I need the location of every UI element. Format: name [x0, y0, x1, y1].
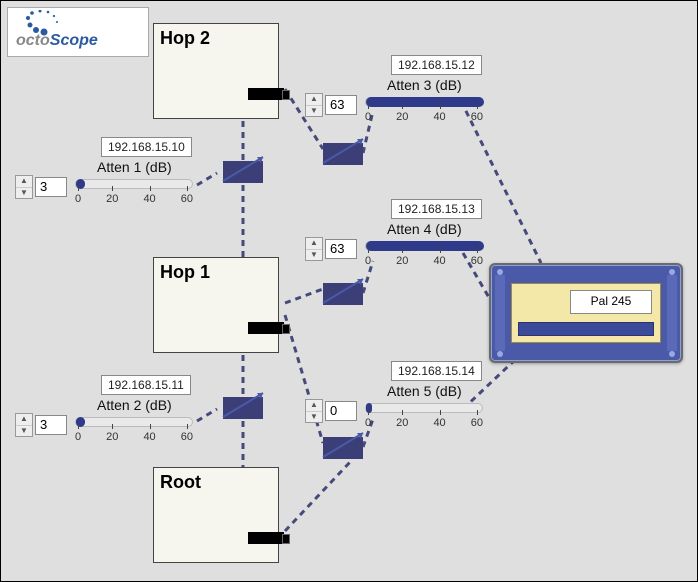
a1-value[interactable]: 3	[35, 177, 67, 197]
a2-ip: 192.168.15.11	[101, 375, 191, 395]
a3-label: Atten 3 (dB)	[387, 77, 462, 93]
node-root: Root	[153, 467, 279, 563]
a4-stepper[interactable]: ▲▼	[305, 237, 323, 261]
screw-icon	[497, 269, 503, 275]
a5-stepper[interactable]: ▲▼	[305, 399, 323, 423]
device-bracket-left-icon	[495, 275, 505, 351]
node-hop1: Hop 1	[153, 257, 279, 353]
screw-icon	[669, 351, 675, 357]
atten-5: 192.168.15.14 Atten 5 (dB) ▲▼0 0204060	[305, 361, 487, 431]
a5-label: Atten 5 (dB)	[387, 383, 462, 399]
a4-ip: 192.168.15.13	[391, 199, 482, 219]
a4-value[interactable]: 63	[325, 239, 357, 259]
logo-dots-icon	[14, 10, 74, 38]
node-hop2-port-icon	[248, 88, 284, 100]
node-hop2: Hop 2	[153, 23, 279, 119]
a5-value[interactable]: 0	[325, 401, 357, 421]
a4-slider[interactable]	[365, 241, 483, 251]
a3-ip: 192.168.15.12	[391, 55, 482, 75]
stepper-up-icon[interactable]: ▲	[306, 238, 322, 250]
a4-label: Atten 4 (dB)	[387, 221, 462, 237]
stepper-down-icon[interactable]: ▼	[306, 106, 322, 117]
a3-value[interactable]: 63	[325, 95, 357, 115]
screw-icon	[669, 269, 675, 275]
device-pal: Pal 245	[489, 263, 683, 363]
a1-stepper[interactable]: ▲▼	[15, 175, 33, 199]
atten-4: 192.168.15.13 Atten 4 (dB) ▲▼63 0204060	[305, 199, 487, 269]
a5-slider[interactable]	[365, 403, 483, 413]
device-bracket-right-icon	[667, 275, 677, 351]
a4-ticks: 0204060	[365, 255, 483, 267]
device-port-strip-icon	[518, 322, 654, 336]
a1-label: Atten 1 (dB)	[97, 159, 172, 175]
stepper-up-icon[interactable]: ▲	[306, 94, 322, 106]
stepper-up-icon[interactable]: ▲	[306, 400, 322, 412]
a5-ip: 192.168.15.14	[391, 361, 482, 381]
a2-stepper[interactable]: ▲▼	[15, 413, 33, 437]
a1-ip: 192.168.15.10	[101, 137, 192, 157]
node-hop1-title: Hop 1	[160, 262, 210, 283]
screw-icon	[497, 351, 503, 357]
atten-block-3-icon	[323, 143, 363, 165]
stepper-down-icon[interactable]: ▼	[306, 412, 322, 423]
atten-3: 192.168.15.12 Atten 3 (dB) ▲▼63 0204060	[305, 55, 487, 125]
stepper-up-icon[interactable]: ▲	[16, 414, 32, 426]
a2-ticks: 0204060	[75, 431, 193, 443]
a5-ticks: 0204060	[365, 417, 483, 429]
a1-ticks: 0204060	[75, 193, 193, 205]
a2-slider[interactable]	[75, 417, 193, 427]
a1-slider[interactable]	[75, 179, 193, 189]
atten-block-5-icon	[323, 437, 363, 459]
node-hop1-port-icon	[248, 322, 284, 334]
diagram-canvas: octoScope Hop 2 Hop 1 Root 192.168.15.10…	[0, 0, 698, 582]
atten-block-1-icon	[223, 161, 263, 183]
a3-ticks: 0204060	[365, 111, 483, 123]
a2-label: Atten 2 (dB)	[97, 397, 172, 413]
atten-block-4-icon	[323, 283, 363, 305]
atten-block-2-icon	[223, 397, 263, 419]
stepper-up-icon[interactable]: ▲	[16, 176, 32, 188]
device-label: Pal 245	[570, 290, 652, 314]
atten-1: 192.168.15.10 Atten 1 (dB) ▲▼3 0204060	[15, 137, 197, 207]
a3-stepper[interactable]: ▲▼	[305, 93, 323, 117]
device-faceplate: Pal 245	[511, 283, 661, 343]
stepper-down-icon[interactable]: ▼	[16, 426, 32, 437]
stepper-down-icon[interactable]: ▼	[16, 188, 32, 199]
a2-value[interactable]: 3	[35, 415, 67, 435]
node-hop2-title: Hop 2	[160, 28, 210, 49]
brand-logo: octoScope	[7, 7, 149, 57]
a3-slider[interactable]	[365, 97, 483, 107]
node-root-port-icon	[248, 532, 284, 544]
atten-2: 192.168.15.11 Atten 2 (dB) ▲▼3 0204060	[15, 375, 197, 445]
node-root-title: Root	[160, 472, 201, 493]
stepper-down-icon[interactable]: ▼	[306, 250, 322, 261]
